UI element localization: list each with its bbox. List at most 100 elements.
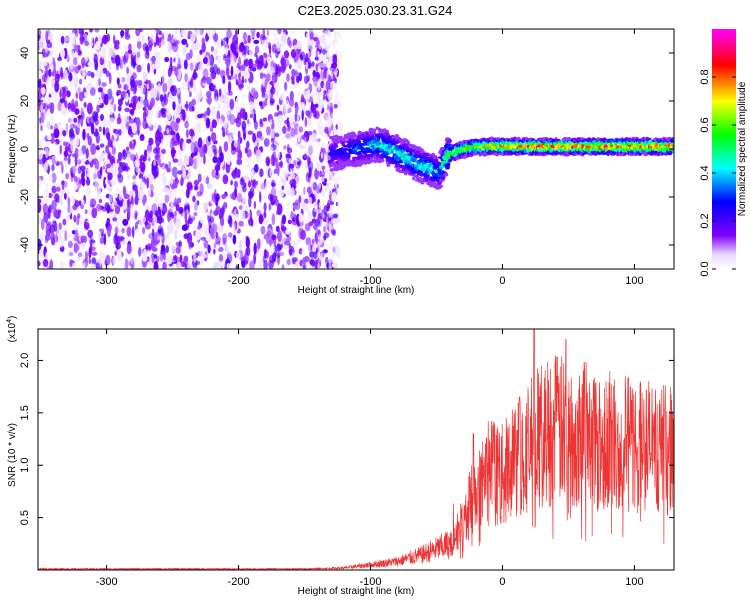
spectrogram-cell	[140, 161, 146, 173]
spectrogram-cell	[195, 29, 199, 38]
spectrogram-cell	[271, 119, 275, 132]
spectrogram-cell	[42, 258, 49, 268]
spectrogram-cell	[142, 43, 148, 52]
spectrogram-cell	[85, 187, 90, 195]
spectrogram-cell	[45, 30, 49, 42]
spectrogram-cell	[191, 105, 195, 112]
spectrogram-cell	[185, 100, 189, 112]
spectrogram-cell	[236, 250, 241, 261]
spectrogram-cell	[177, 173, 181, 179]
spectrogram-cell	[252, 63, 257, 69]
spectrogram-cell	[171, 166, 178, 178]
spectrogram-cell	[124, 258, 129, 269]
spectrogram-cell	[297, 130, 301, 143]
spectrogram-cell	[306, 186, 312, 194]
spectrogram-cell	[135, 228, 141, 234]
spectrogram-cell	[315, 63, 319, 72]
spectrogram-cell	[260, 182, 266, 190]
signal-cell	[412, 177, 416, 181]
spectrogram-cell	[125, 30, 129, 37]
spectrogram-cell	[102, 118, 108, 128]
spectrogram-cell	[86, 102, 93, 115]
spectrogram-cell	[48, 192, 53, 199]
spectrogram-cell	[136, 101, 142, 110]
spectrogram-cell	[326, 183, 330, 190]
spectrogram-cell	[60, 192, 64, 204]
spectrogram-cell	[114, 251, 117, 256]
signal-cell	[352, 133, 358, 139]
spectrogram-x-axis-label: Height of straight line (km)	[298, 285, 415, 296]
spectrogram-cell	[172, 42, 177, 47]
spectrogram-cell	[318, 201, 321, 208]
spectrogram-cell	[74, 100, 79, 108]
spectrogram-cell	[323, 123, 326, 130]
spectrogram-cell	[38, 216, 42, 225]
spectrogram-cell	[59, 144, 62, 155]
spectrogram-cell	[125, 121, 130, 130]
spectrogram-cell	[189, 62, 194, 71]
spectrogram-heatmap	[38, 29, 674, 269]
spectrogram-cell	[192, 195, 196, 203]
spectrogram-cell	[323, 90, 327, 95]
spectrogram-cell	[293, 213, 297, 221]
spectrogram-cell	[236, 192, 243, 203]
spectrogram-cell	[117, 83, 122, 89]
signal-cell	[390, 150, 394, 154]
spectrogram-cell	[231, 132, 236, 137]
spectrogram-cell	[57, 101, 62, 112]
spectrogram-cell	[157, 235, 163, 241]
spectrogram-cell	[288, 230, 293, 238]
spectrogram-cell	[193, 179, 200, 186]
spectrogram-cell	[133, 178, 137, 185]
spectrogram-cell	[307, 38, 310, 50]
spectrogram-cell	[201, 76, 207, 84]
spectrogram-cell	[116, 77, 120, 86]
spectrogram-cell	[48, 205, 52, 213]
spectrogram-cell	[312, 245, 317, 253]
spectrogram-cell	[293, 240, 297, 249]
spectrogram-cell	[148, 110, 154, 116]
spectrogram-cell	[330, 63, 335, 69]
spectrogram-cell	[288, 64, 292, 70]
spectrogram-cell	[79, 78, 83, 85]
spectrogram-cell	[138, 180, 144, 192]
spectrogram-cell	[197, 173, 202, 183]
spectrogram-cell	[328, 92, 332, 99]
spectrogram-cell	[48, 102, 55, 107]
spectrogram-cell	[305, 32, 310, 41]
spectrogram-cell	[84, 250, 89, 263]
spectrogram-cell	[196, 92, 201, 103]
signal-cell	[399, 149, 406, 152]
spectrogram-cell	[105, 70, 111, 78]
spectrogram-cell	[227, 80, 232, 93]
spectrogram-cell	[256, 209, 262, 217]
spectrogram-cell	[283, 99, 290, 112]
spectrogram-cell	[305, 61, 309, 70]
spectrogram-cell	[67, 204, 71, 213]
spectrogram-cell	[161, 148, 166, 154]
signal-cell	[446, 139, 452, 143]
colorbar-tick-label: 0.8	[699, 69, 711, 84]
spectrogram-cell	[185, 52, 191, 61]
spectrogram-cell	[94, 29, 100, 33]
spectrogram-cell	[216, 38, 220, 48]
spectrogram-cell	[167, 210, 172, 223]
spectrogram-cell	[271, 43, 278, 54]
spectrogram-cell	[202, 51, 207, 57]
signal-cell	[343, 147, 348, 151]
spectrogram-cell	[175, 117, 181, 124]
spectrogram-cell	[213, 88, 218, 93]
spectrogram-cell	[235, 264, 239, 269]
spectrogram-cell	[147, 187, 151, 198]
spectrogram-cell	[84, 40, 90, 47]
spectrogram-cell	[57, 56, 63, 62]
spectrogram-cell	[95, 160, 100, 170]
spectrogram-cell	[266, 200, 270, 206]
spectrogram-cell	[274, 112, 279, 117]
spectrogram-cell	[273, 35, 279, 46]
spectrogram-cell	[337, 99, 340, 106]
spectrogram-cell	[242, 108, 246, 121]
spectrogram-cell	[204, 57, 208, 65]
spectrogram-cell	[221, 205, 225, 217]
spectrogram-cell	[71, 195, 75, 206]
